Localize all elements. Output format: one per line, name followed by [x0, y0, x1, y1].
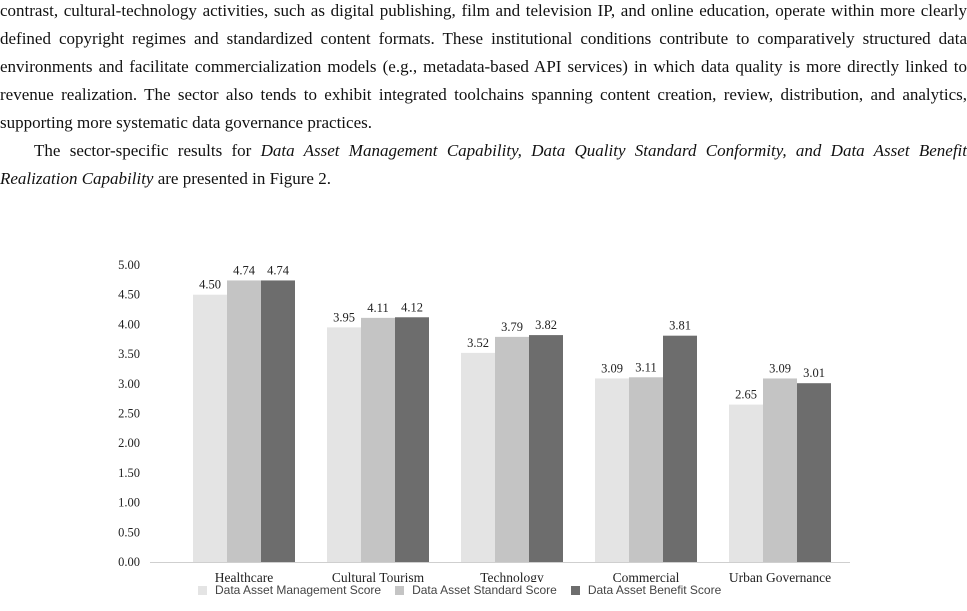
y-tick-label: 2.00 [118, 436, 140, 450]
category-label: Technology [480, 570, 544, 582]
y-tick-label: 4.00 [118, 317, 140, 331]
paragraph-2-start: The sector-specific results for [34, 141, 261, 160]
y-tick-label: 3.50 [118, 347, 140, 361]
bar-chart: 0.00 0.50 1.00 1.50 2.00 2.50 3.00 3.50 4.00 4.50… [118, 258, 850, 599]
category-label: Healthcare [215, 570, 273, 582]
bar [763, 378, 797, 562]
y-tick-label: 0.00 [118, 555, 140, 569]
bar [529, 335, 563, 562]
data-label: 3.11 [635, 360, 656, 374]
data-label: 3.09 [601, 361, 623, 375]
legend-label: Data Asset Standard Score [412, 583, 557, 597]
legend-item: Data Asset Management Score [198, 583, 381, 597]
legend-swatch [570, 585, 580, 595]
legend-swatch [395, 585, 405, 595]
legend-label: Data Asset Benefit Score [587, 583, 722, 597]
bar [495, 336, 529, 562]
bar [729, 404, 763, 562]
chart-legend: Data Asset Management Score Data Asset St… [198, 583, 818, 597]
data-label: 3.82 [535, 318, 557, 332]
bar [327, 327, 361, 562]
data-label: 4.12 [401, 300, 423, 314]
data-label: 4.11 [367, 301, 388, 315]
y-tick-label: 3.00 [118, 377, 140, 391]
legend-item: Data Asset Benefit Score [570, 583, 722, 597]
bar [629, 377, 663, 562]
data-label: 3.95 [333, 310, 355, 324]
y-tick-label: 5.00 [118, 258, 140, 272]
data-label: 3.52 [467, 336, 489, 350]
data-label: 2.65 [735, 388, 757, 402]
data-label: 3.09 [769, 361, 791, 375]
bar [227, 280, 261, 562]
legend-swatch [198, 585, 207, 595]
data-label: 3.01 [803, 366, 825, 380]
legend-label: Data Asset Management Score [215, 583, 382, 597]
bar [797, 383, 831, 562]
data-label: 4.74 [233, 263, 256, 277]
y-tick-label: 1.50 [118, 466, 140, 480]
figure-2-chart: 0.00 0.50 1.00 1.50 2.00 2.50 3.00 3.50 4.00 4.50… [110, 252, 870, 611]
category-label: Cultural Tourism [332, 570, 425, 582]
data-label: 3.81 [669, 319, 691, 333]
paragraph-2-italic: Data Asset Management Capability, Data Q… [0, 141, 967, 188]
y-tick-label: 4.50 [118, 288, 140, 302]
bar [663, 335, 697, 562]
paragraph-2: The sector-specific results for Data Ass… [0, 137, 967, 193]
bar [395, 317, 429, 562]
data-label: 4.74 [267, 263, 290, 277]
paragraph-2-end: are presented in Figure 2. [153, 169, 331, 188]
legend-item: Data Asset Standard Score [395, 583, 557, 597]
bar [461, 352, 495, 562]
bar [261, 280, 295, 562]
data-label: 3.79 [501, 320, 523, 334]
bar [361, 317, 395, 562]
data-label: 4.50 [199, 278, 221, 292]
y-tick-label: 0.50 [118, 525, 140, 539]
bar [595, 378, 629, 562]
paragraph-1: contrast, cultural-technology activities… [0, 1, 967, 132]
category-label: Commercial [613, 570, 680, 582]
body-text: contrast, cultural-technology activities… [0, 0, 967, 193]
y-tick-label: 2.50 [118, 407, 140, 421]
y-tick-label: 1.00 [118, 496, 140, 510]
category-label: Urban Governance [729, 570, 831, 582]
bar [193, 294, 227, 562]
